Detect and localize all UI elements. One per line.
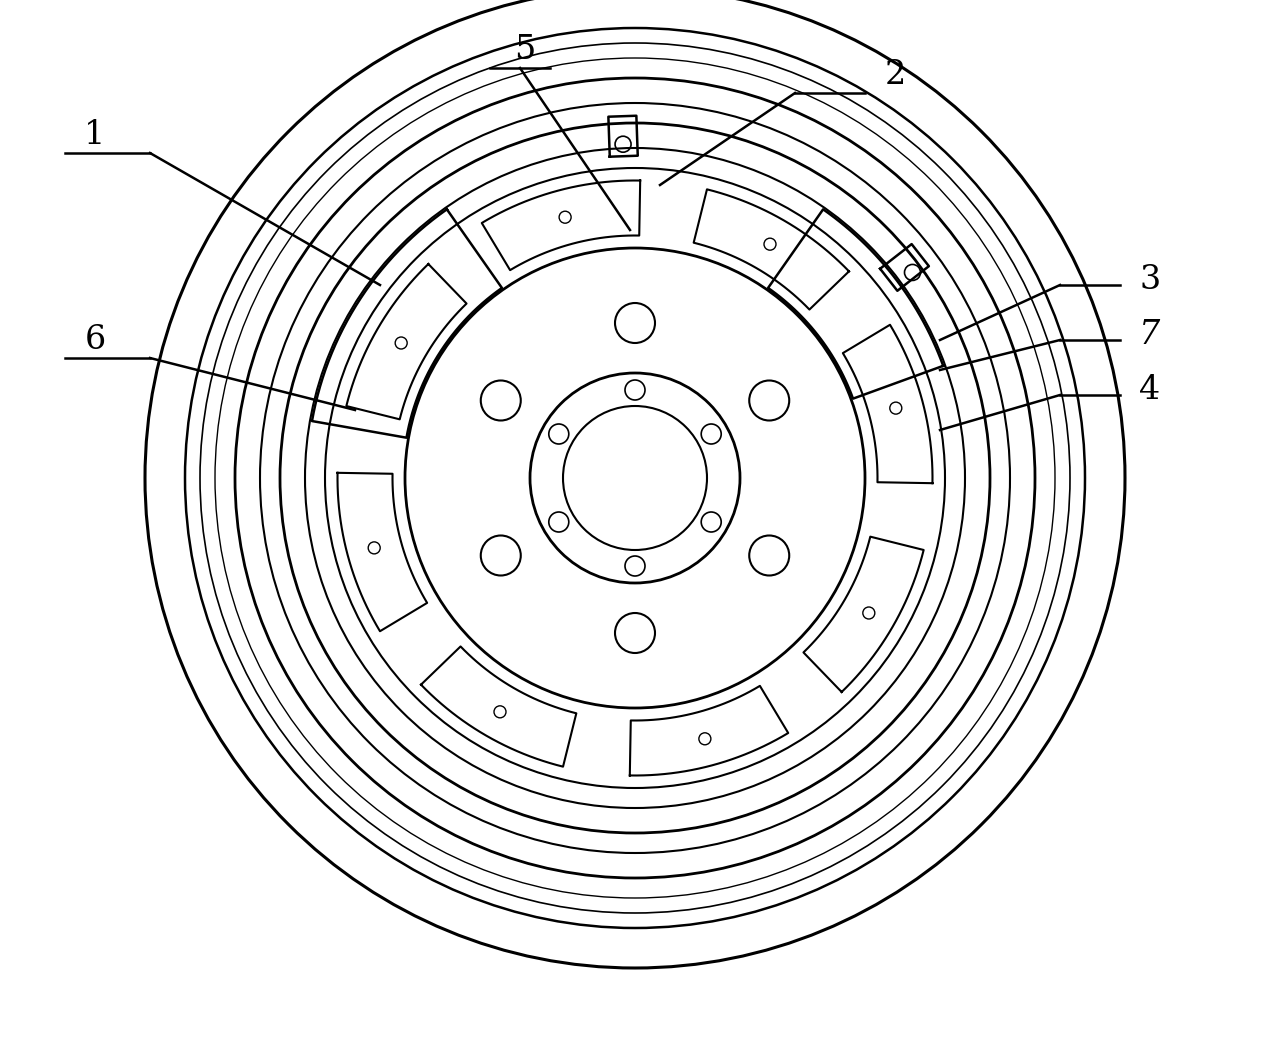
Text: 4: 4	[1139, 374, 1161, 406]
Text: 1: 1	[84, 119, 105, 151]
Text: 6: 6	[84, 324, 105, 356]
Text: 7: 7	[1139, 319, 1161, 351]
Text: 2: 2	[884, 59, 906, 91]
Text: 3: 3	[1139, 264, 1161, 296]
Text: 5: 5	[514, 34, 536, 66]
